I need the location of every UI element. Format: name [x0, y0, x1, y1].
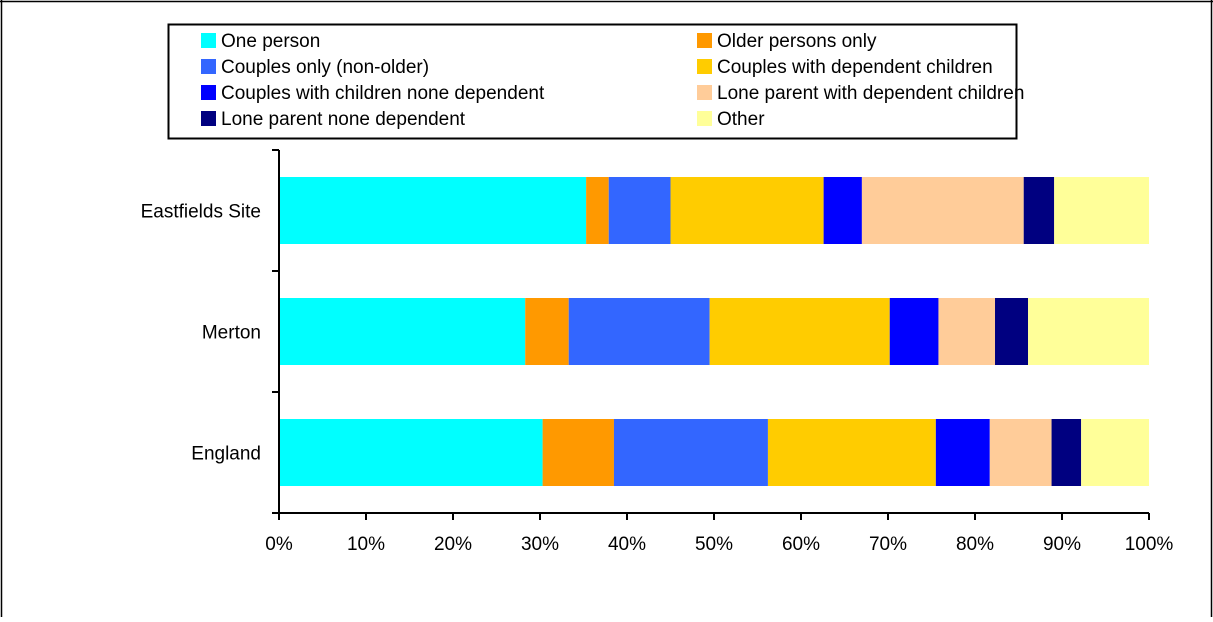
x-tick-label: 0%	[265, 534, 293, 555]
bar-merton-lone-parent-none-dependent	[995, 298, 1029, 365]
bars: Eastfields Site Merton England	[141, 177, 1149, 486]
legend-label-couples-only-non-older: Couples only (non-older)	[221, 57, 429, 78]
legend-swatch-couples-with-children-none-dependent	[201, 85, 216, 100]
bar-eastfields-site-couples-with-children-none-dependent	[823, 177, 862, 244]
x-tick-label: 80%	[956, 534, 994, 555]
bar-eastfields-site-older-persons-only	[586, 177, 609, 244]
legend-swatch-couples-only-non-older	[201, 59, 216, 74]
bar-england-couples-with-dependent-children	[767, 419, 936, 486]
x-tick-label: 40%	[608, 534, 646, 555]
bar-eastfields-site-couples-only-non-older	[608, 177, 671, 244]
legend-label-older-persons-only: Older persons only	[717, 31, 877, 52]
bar-eastfields-site-lone-parent-with-dependent-children	[861, 177, 1024, 244]
category-label-england: England	[191, 444, 261, 465]
bar-england-other	[1081, 419, 1149, 486]
bar-eastfields-site-couples-with-dependent-children	[670, 177, 824, 244]
legend-label-one-person: One person	[221, 31, 320, 52]
x-tick-label: 50%	[695, 534, 733, 555]
legend-label-lone-parent-with-dependent-children: Lone parent with dependent children	[717, 83, 1024, 104]
bar-england-lone-parent-with-dependent-children	[989, 419, 1052, 486]
bar-england-couples-only-non-older	[613, 419, 768, 486]
bar-merton-couples-with-children-none-dependent	[889, 298, 939, 365]
bar-eastfields-site-other	[1054, 177, 1149, 244]
bar-merton-one-person	[279, 298, 526, 365]
bar-england-couples-with-children-none-dependent	[935, 419, 990, 486]
legend-swatch-older-persons-only	[697, 33, 712, 48]
legend: One person Older persons only Couples only…	[167, 23, 1024, 140]
bar-merton-other	[1028, 298, 1149, 365]
legend-swatch-couples-with-dependent-children	[697, 59, 712, 74]
legend-label-other: Other	[717, 109, 765, 130]
x-tick-label: 20%	[434, 534, 472, 555]
bar-eastfields-site-lone-parent-none-dependent	[1023, 177, 1055, 244]
x-tick-label: 30%	[521, 534, 559, 555]
legend-swatch-lone-parent-none-dependent	[201, 111, 216, 126]
x-tick-label: 70%	[869, 534, 907, 555]
bar-england-older-persons-only	[542, 419, 614, 486]
x-tick-label: 90%	[1043, 534, 1081, 555]
legend-swatch-other	[697, 111, 712, 126]
legend-swatch-lone-parent-with-dependent-children	[697, 85, 712, 100]
category-label-eastfields-site: Eastfields Site	[141, 202, 261, 223]
x-tick-label: 100%	[1125, 534, 1174, 555]
legend-box	[167, 23, 1018, 140]
bar-merton-couples-with-dependent-children	[709, 298, 890, 365]
x-tick-label: 60%	[782, 534, 820, 555]
bar-england-one-person	[279, 419, 543, 486]
bar-merton-lone-parent-with-dependent-children	[938, 298, 996, 365]
bar-merton-couples-only-non-older	[568, 298, 710, 365]
legend-swatch-one-person	[201, 33, 216, 48]
legend-label-lone-parent-none-dependent: Lone parent none dependent	[221, 109, 466, 130]
legend-label-couples-with-dependent-children: Couples with dependent children	[717, 57, 993, 78]
x-tick-label: 10%	[347, 534, 385, 555]
category-label-merton: Merton	[202, 323, 261, 344]
bar-merton-older-persons-only	[525, 298, 569, 365]
bar-eastfields-site-one-person	[279, 177, 587, 244]
axes: 0% 10% 20% 30% 40% 50% 60% 70% 80% 90% 100%	[265, 149, 1174, 555]
legend-label-couples-with-children-none-dependent: Couples with children none dependent	[221, 83, 545, 104]
bar-england-lone-parent-none-dependent	[1051, 419, 1082, 486]
